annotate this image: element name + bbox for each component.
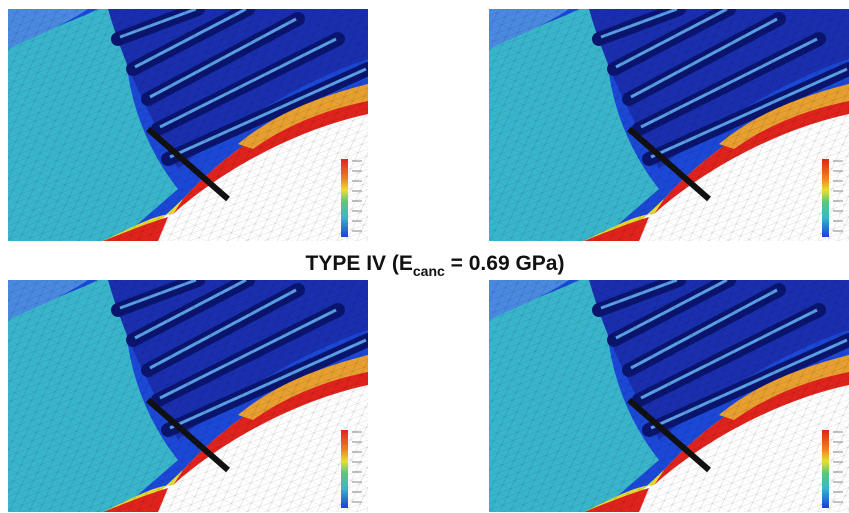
fem-panel-bottom-right [489,280,849,512]
fem-panel-top-left [8,9,368,241]
caption: TYPE IV (Ecanc = 0.69 GPa) [306,252,565,279]
caption-suffix: = 0.69 GPa) [445,252,565,275]
fem-panel-top-right [489,9,849,241]
caption-prefix: TYPE IV (E [306,252,413,275]
fem-panel-bottom-left [8,280,368,512]
caption-subscript: canc [413,263,445,279]
